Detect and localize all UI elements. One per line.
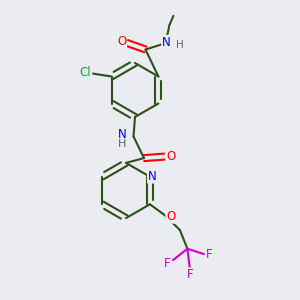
Text: F: F (164, 257, 171, 270)
Text: H: H (118, 139, 126, 149)
Text: Cl: Cl (80, 66, 91, 80)
Text: N: N (148, 169, 157, 183)
Text: F: F (187, 268, 194, 281)
Text: H: H (176, 40, 184, 50)
Text: O: O (167, 150, 176, 163)
Text: O: O (117, 35, 126, 48)
Text: N: N (118, 128, 127, 141)
Text: O: O (166, 210, 176, 223)
Text: F: F (206, 248, 213, 261)
Text: N: N (162, 36, 171, 49)
